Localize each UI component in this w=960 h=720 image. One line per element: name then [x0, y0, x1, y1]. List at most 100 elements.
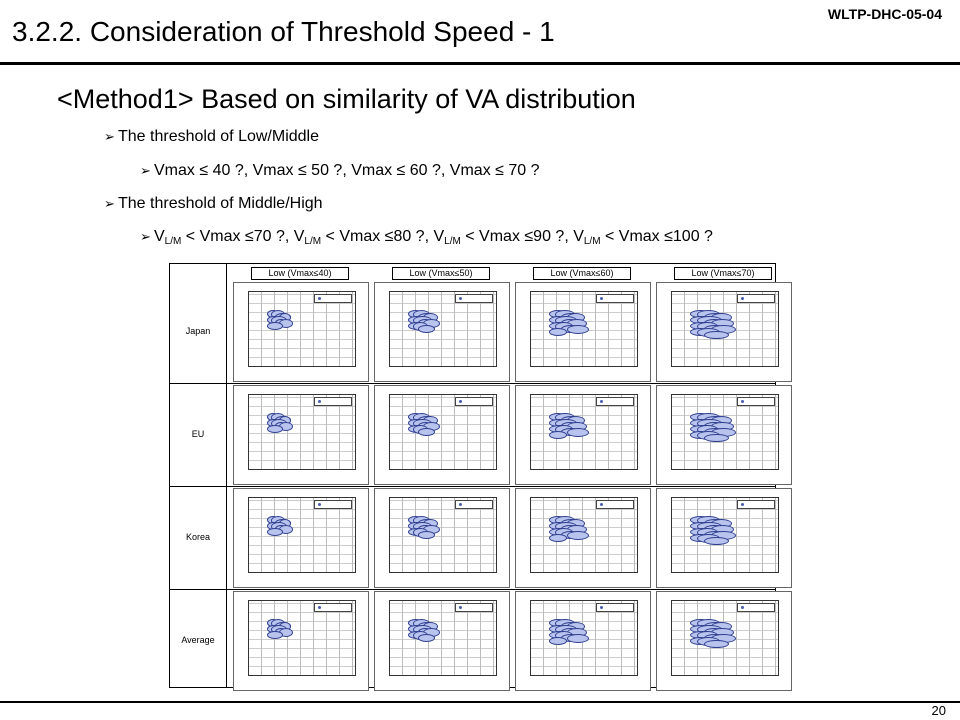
v-label: V [154, 228, 165, 245]
va-plot-thumbnail [374, 488, 510, 588]
va-plot-thumbnail [374, 591, 510, 691]
row-label: Korea [185, 531, 211, 542]
distribution-bubble [267, 425, 283, 433]
bullet-low-middle-options: ➢ Vmax ≤ 40 ?, Vmax ≤ 50 ?, Vmax ≤ 60 ?, … [140, 162, 540, 180]
va-plot-thumbnail [656, 385, 792, 485]
distribution-bubble [418, 634, 435, 642]
arrow-bullet-icon: ➢ [140, 163, 151, 178]
slide-title: 3.2.2. Consideration of Threshold Speed … [12, 16, 555, 47]
distribution-bubble [567, 325, 589, 334]
va-plot-thumbnail [374, 282, 510, 382]
distribution-bubble [267, 528, 283, 536]
option-text: < Vmax ≤70 ?, [181, 228, 294, 245]
v-label: V [293, 228, 305, 245]
distribution-bubble [704, 434, 729, 442]
distribution-bubble [549, 534, 567, 542]
row-label: Japan [185, 325, 211, 336]
plot-area [671, 600, 779, 676]
row-label: EU [191, 428, 205, 439]
distribution-bubble [267, 322, 283, 330]
subscript-lm: L/M [583, 236, 601, 247]
document-id: WLTP-DHC-05-04 [827, 6, 942, 22]
arrow-bullet-icon: ➢ [104, 196, 115, 211]
distribution-bubble [567, 531, 589, 540]
arrow-bullet-icon: ➢ [104, 129, 115, 144]
va-plot-thumbnail [233, 591, 369, 691]
plot-legend [737, 294, 775, 303]
distribution-bubble [704, 537, 729, 545]
bullet-low-middle: ➢ The threshold of Low/Middle [104, 128, 319, 146]
plot-area [389, 497, 497, 573]
plot-legend [455, 603, 493, 612]
va-plot-thumbnail [515, 282, 651, 382]
va-plot-thumbnail [515, 385, 651, 485]
column-header: Low (Vmax≤50) [392, 267, 490, 280]
plot-area [530, 394, 638, 470]
distribution-bubble [567, 634, 589, 643]
title-rule [0, 62, 960, 65]
plot-area [248, 291, 356, 367]
grid-divider [170, 486, 775, 487]
plot-area [389, 394, 497, 470]
column-header: Low (Vmax≤70) [674, 267, 772, 280]
plot-area [530, 600, 638, 676]
section-heading: <Method1> Based on similarity of VA dist… [57, 84, 636, 114]
distribution-bubble [549, 637, 567, 645]
va-plot-thumbnail [515, 591, 651, 691]
bullet-text: The threshold of Middle/High [118, 195, 323, 212]
plot-legend [314, 294, 352, 303]
bullet-text: Vmax ≤ 40 ?, Vmax ≤ 50 ?, Vmax ≤ 60 ?, V… [154, 162, 540, 179]
distribution-bubble [704, 640, 729, 648]
distribution-bubble [418, 531, 435, 539]
va-plot-thumbnail [656, 488, 792, 588]
bullet-text: The threshold of Low/Middle [118, 128, 319, 145]
option-text: < Vmax ≤100 ? [600, 228, 713, 245]
va-plot-thumbnail [233, 385, 369, 485]
v-label: V [433, 228, 445, 245]
plot-legend [596, 397, 634, 406]
row-label: Average [181, 634, 215, 645]
option-text: < Vmax ≤90 ?, [460, 228, 574, 245]
plot-area [671, 394, 779, 470]
column-header: Low (Vmax≤60) [533, 267, 631, 280]
plot-legend [455, 294, 493, 303]
plot-area [671, 291, 779, 367]
subscript-lm: L/M [304, 236, 322, 247]
distribution-bubble [549, 328, 567, 336]
plot-legend [596, 603, 634, 612]
grid-divider [170, 589, 775, 590]
plot-area [248, 600, 356, 676]
distribution-bubble [704, 331, 729, 339]
va-plot-thumbnail [374, 385, 510, 485]
va-plot-thumbnail [515, 488, 651, 588]
va-plot-thumbnail [656, 591, 792, 691]
bullet-middle-high-options: ➢ VL/M < Vmax ≤70 ?, VL/M < Vmax ≤80 ?, V… [140, 228, 713, 247]
plot-area [671, 497, 779, 573]
va-plot-thumbnail [656, 282, 792, 382]
distribution-bubble [418, 428, 435, 436]
grid-divider [170, 383, 775, 384]
plot-area [389, 291, 497, 367]
plot-legend [314, 397, 352, 406]
plot-area [530, 497, 638, 573]
plot-legend [737, 500, 775, 509]
distribution-bubble [418, 325, 435, 333]
footer-rule [0, 701, 960, 703]
bullet-middle-high: ➢ The threshold of Middle/High [104, 195, 323, 213]
plot-area [248, 394, 356, 470]
plot-legend [737, 397, 775, 406]
distribution-bubble [567, 428, 589, 437]
plot-legend [455, 500, 493, 509]
grid-divider [226, 264, 227, 687]
plot-legend [314, 500, 352, 509]
va-plot-thumbnail [233, 488, 369, 588]
plot-area [530, 291, 638, 367]
subscript-lm: L/M [164, 236, 182, 247]
page-number: 20 [931, 703, 946, 718]
plot-legend [596, 294, 634, 303]
distribution-bubble [549, 431, 567, 439]
plot-legend [455, 397, 493, 406]
plot-area [248, 497, 356, 573]
subscript-lm: L/M [444, 236, 461, 247]
plot-legend [596, 500, 634, 509]
